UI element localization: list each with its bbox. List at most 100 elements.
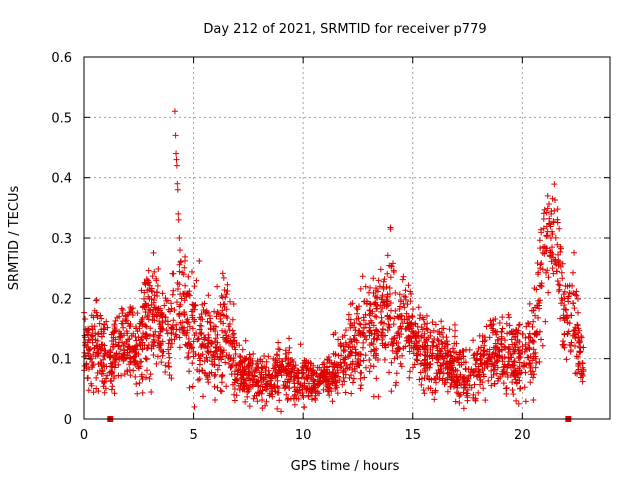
data-point xyxy=(173,326,180,333)
data-point xyxy=(272,374,279,381)
data-point xyxy=(418,375,425,382)
data-point xyxy=(138,358,145,365)
data-point xyxy=(530,396,537,403)
data-point xyxy=(227,298,234,305)
data-point xyxy=(254,398,261,405)
data-point xyxy=(236,360,243,367)
data-point xyxy=(540,225,547,232)
data-point xyxy=(541,206,548,213)
data-point xyxy=(535,297,542,304)
data-point xyxy=(541,243,548,250)
data-point xyxy=(510,359,517,366)
data-point xyxy=(355,315,362,322)
data-point xyxy=(490,321,497,328)
data-point xyxy=(372,299,379,306)
data-point xyxy=(537,261,544,268)
data-point xyxy=(201,343,208,350)
data-point xyxy=(530,355,537,362)
data-point xyxy=(495,336,502,343)
data-point xyxy=(432,387,439,394)
data-point xyxy=(375,393,382,400)
data-point xyxy=(213,313,220,320)
data-point xyxy=(554,241,561,248)
data-point xyxy=(487,358,494,365)
data-point xyxy=(188,344,195,351)
data-point xyxy=(242,398,249,405)
data-point xyxy=(388,307,395,314)
data-point xyxy=(301,404,308,411)
data-point xyxy=(337,341,344,348)
data-point xyxy=(342,327,349,334)
data-point xyxy=(278,364,285,371)
data-point xyxy=(124,330,131,337)
data-point xyxy=(164,318,171,325)
data-point xyxy=(505,354,512,361)
data-point xyxy=(112,336,119,343)
data-point xyxy=(491,380,498,387)
data-point xyxy=(183,293,190,300)
data-point xyxy=(217,344,224,351)
data-point xyxy=(173,332,180,339)
data-point xyxy=(554,206,561,213)
data-point xyxy=(189,360,196,367)
data-point xyxy=(184,354,191,361)
data-point xyxy=(449,345,456,352)
data-point xyxy=(405,282,412,289)
data-point xyxy=(374,305,381,312)
data-point xyxy=(405,333,412,340)
data-point xyxy=(406,368,413,375)
data-point xyxy=(497,374,504,381)
data-point xyxy=(562,306,569,313)
data-point xyxy=(577,348,584,355)
data-point xyxy=(360,344,367,351)
data-point xyxy=(396,291,403,298)
data-point xyxy=(395,328,402,335)
data-point xyxy=(142,309,149,316)
data-point xyxy=(412,320,419,327)
data-point xyxy=(448,379,455,386)
data-point xyxy=(492,328,499,335)
data-point xyxy=(515,400,522,407)
data-point xyxy=(134,390,141,397)
data-point xyxy=(361,334,368,341)
data-point xyxy=(410,332,417,339)
data-point xyxy=(516,377,523,384)
data-point xyxy=(520,362,527,369)
data-point xyxy=(129,305,136,312)
data-point xyxy=(377,308,384,315)
data-point xyxy=(115,339,122,346)
data-point xyxy=(563,306,570,313)
data-point xyxy=(244,393,251,400)
data-point xyxy=(159,290,166,297)
data-point xyxy=(386,324,393,331)
data-point xyxy=(348,338,355,345)
data-point xyxy=(511,358,518,365)
data-point xyxy=(173,299,180,306)
data-point xyxy=(166,363,173,370)
data-point xyxy=(516,359,523,366)
data-point xyxy=(488,354,495,361)
data-point xyxy=(500,364,507,371)
data-point xyxy=(218,348,225,355)
data-point xyxy=(571,343,578,350)
data-point xyxy=(573,353,580,360)
data-point xyxy=(211,373,218,380)
data-point xyxy=(152,328,159,335)
data-point xyxy=(168,375,175,382)
data-point xyxy=(291,374,298,381)
data-point xyxy=(550,218,557,225)
data-point xyxy=(186,292,193,299)
data-point xyxy=(406,348,413,355)
data-point xyxy=(345,353,352,360)
data-point xyxy=(243,355,250,362)
data-point xyxy=(562,282,569,289)
data-point xyxy=(214,353,221,360)
data-point xyxy=(538,229,545,236)
data-point xyxy=(535,269,542,276)
data-point xyxy=(299,382,306,389)
data-point xyxy=(112,317,119,324)
data-point xyxy=(440,370,447,377)
data-point xyxy=(92,336,99,343)
data-point xyxy=(506,358,513,365)
data-point xyxy=(112,361,119,368)
